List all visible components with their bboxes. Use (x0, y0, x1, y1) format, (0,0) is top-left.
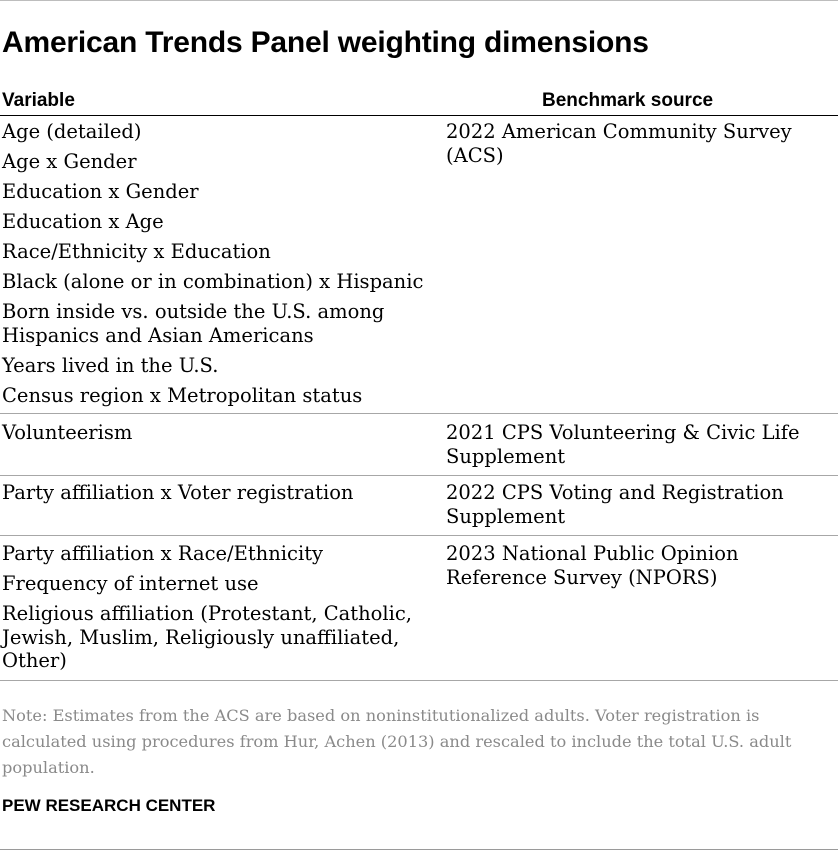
variable-list: Party affiliation x Voter registration (2, 481, 432, 511)
variable-item: Age (detailed) (2, 120, 142, 143)
page-title: American Trends Panel weighting dimensio… (2, 26, 649, 59)
variable-item: Race/Ethnicity x Education (2, 240, 271, 263)
table-bottom-divider (0, 680, 838, 681)
variable-item: Frequency of internet use (2, 572, 259, 595)
column-header-benchmark-source: Benchmark source (542, 90, 714, 111)
variable-item: Years lived in the U.S. (2, 353, 219, 377)
variable-item: Education x Age (2, 210, 164, 233)
variable-item: Census region x Metropolitan status (2, 383, 363, 407)
row-divider (0, 535, 838, 536)
header-divider (0, 115, 838, 116)
top-divider (0, 0, 838, 1)
source-credit: PEW RESEARCH CENTER (2, 796, 216, 815)
variable-item: Age x Gender (2, 150, 137, 173)
variable-item: Black (alone or in combination) x Hispan… (2, 270, 424, 293)
row-divider (0, 475, 838, 476)
variable-item: Religious affiliation (Protestant, Catho… (2, 602, 413, 672)
variable-list: Party affiliation x Race/Ethnicity Frequ… (2, 542, 432, 679)
variable-item: Party affiliation x Voter registration (2, 481, 354, 504)
row-divider (0, 413, 838, 414)
variable-list: Volunteerism (2, 421, 432, 451)
variable-item: Education x Gender (2, 180, 199, 203)
benchmark-source: 2021 CPS Volunteering & Civic Life Suppl… (446, 421, 800, 468)
variable-item: Volunteerism (2, 421, 133, 444)
benchmark-source: 2022 CPS Voting and Registration Supplem… (446, 481, 784, 528)
benchmark-source: 2023 National Public Opinion Reference S… (446, 542, 739, 589)
bottom-divider (0, 849, 838, 850)
footnote: Note: Estimates from the ACS are based o… (2, 706, 792, 777)
variable-item: Party affiliation x Race/Ethnicity (2, 542, 324, 565)
column-header-variable: Variable (2, 90, 75, 111)
benchmark-source: 2022 American Community Survey (ACS) (446, 120, 792, 167)
variable-item: Born inside vs. outside the U.S. among H… (2, 300, 385, 347)
variable-list: Age (detailed) Age x Gender Education x … (2, 120, 432, 414)
